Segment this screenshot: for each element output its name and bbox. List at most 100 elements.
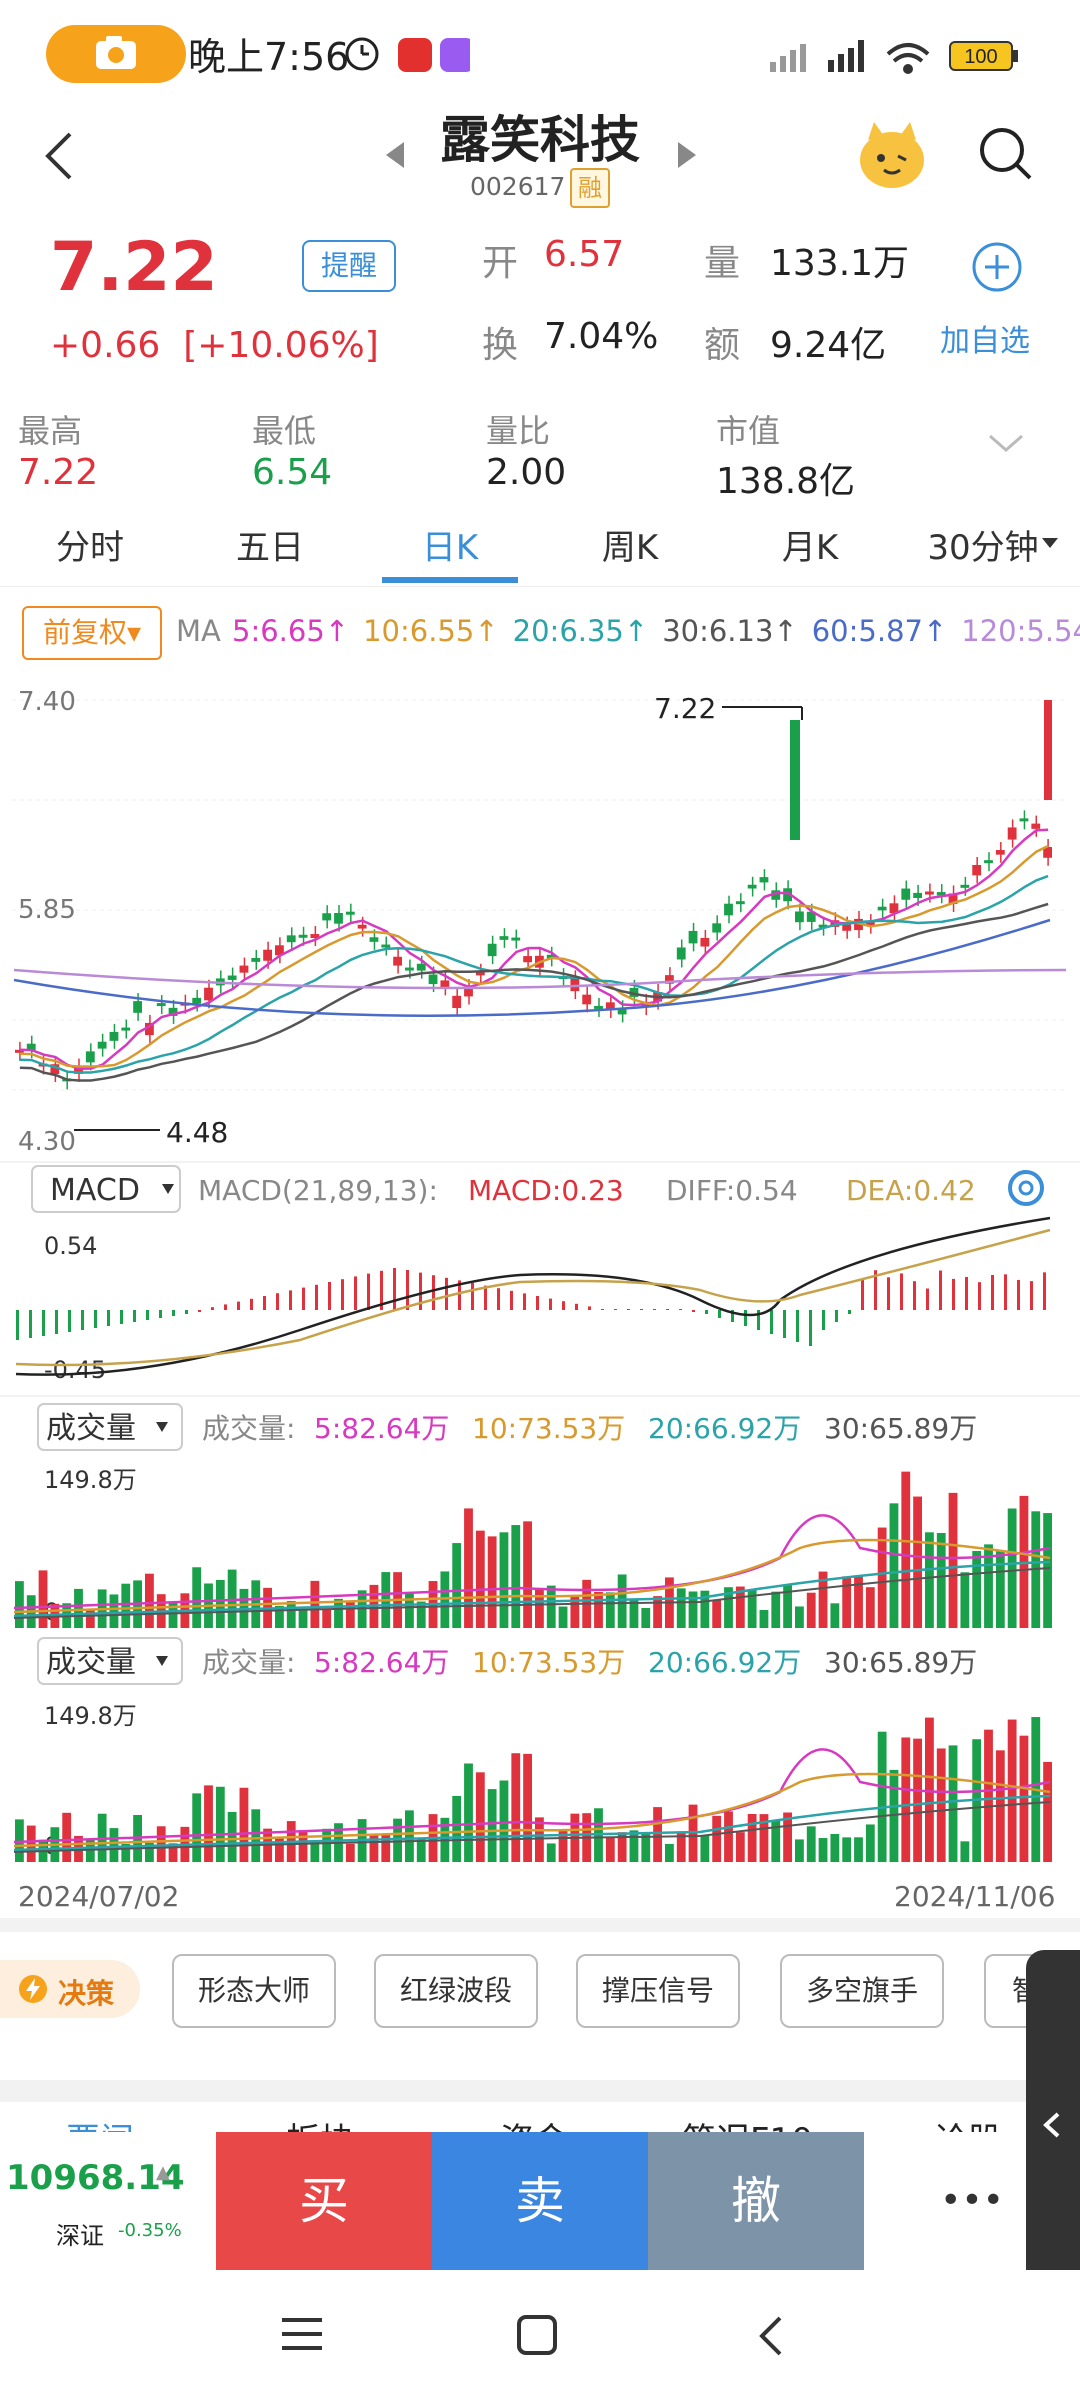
back-nav-icon[interactable] bbox=[756, 2314, 786, 2358]
status-time: 晚上7:56 bbox=[188, 35, 350, 79]
macd-bar bbox=[354, 1276, 357, 1310]
search-icon[interactable] bbox=[976, 124, 1036, 184]
side-drawer-handle[interactable] bbox=[1026, 1950, 1080, 2300]
buy-button[interactable]: 买 bbox=[216, 2132, 432, 2270]
candle-body bbox=[440, 980, 450, 988]
stock-code: 002617 bbox=[470, 172, 566, 201]
tab-intraday[interactable]: 分时 bbox=[56, 528, 124, 568]
macd-bar bbox=[263, 1296, 266, 1310]
macd-bar bbox=[68, 1310, 71, 1332]
add-favorite-button[interactable]: 加自选 bbox=[940, 324, 1030, 359]
tab-dropdown-icon[interactable] bbox=[1040, 536, 1060, 550]
candle-body bbox=[263, 949, 272, 961]
candle-body bbox=[665, 975, 674, 984]
ma-line bbox=[19, 828, 1049, 1071]
prev-stock-icon[interactable] bbox=[384, 140, 408, 170]
tab-funds[interactable]: 资金 bbox=[500, 2113, 568, 2135]
macd-bar bbox=[627, 1309, 630, 1310]
wifi-icon bbox=[886, 43, 930, 74]
macd-bar bbox=[1043, 1272, 1046, 1310]
stat-low-value: 6.54 bbox=[252, 452, 333, 493]
mascot-icon[interactable] bbox=[854, 118, 930, 192]
macd-dea: DEA:0.42 bbox=[846, 1174, 976, 1207]
svg-text:149.8万: 149.8万 bbox=[44, 1466, 137, 1494]
candle-body bbox=[1007, 827, 1017, 840]
charts-area[interactable]: 7.40 5.85 4.30 7.22 4.48 MACD MACD(21,89… bbox=[0, 670, 1080, 1920]
volume-bar bbox=[854, 1576, 863, 1628]
candle-body bbox=[156, 1003, 166, 1007]
tab-news[interactable]: 要闻 bbox=[66, 2113, 134, 2135]
tab-forum[interactable]: 论股 bbox=[934, 2113, 1002, 2135]
ma-line bbox=[19, 902, 1049, 1082]
svg-text:100: 100 bbox=[964, 46, 997, 68]
volume-bar bbox=[605, 1592, 615, 1628]
candle-body bbox=[913, 892, 922, 898]
tab-monthly-k[interactable]: 月K bbox=[781, 528, 839, 568]
status-app-icons bbox=[345, 37, 470, 72]
volume-bar bbox=[156, 1826, 166, 1862]
volume-bar bbox=[215, 1786, 225, 1862]
kline-max-label: 7.22 bbox=[654, 692, 716, 725]
screen-record-pill[interactable] bbox=[46, 25, 186, 83]
volume-bar bbox=[275, 1605, 284, 1628]
stock-title: 露笑科技 bbox=[440, 111, 640, 169]
volume-bar bbox=[523, 1753, 532, 1862]
chip-support-pressure[interactable]: 撑压信号 bbox=[576, 1954, 740, 2028]
chip-pattern-master[interactable]: 形态大师 bbox=[172, 1954, 336, 2028]
candle-body bbox=[1031, 823, 1041, 829]
volume-ma-line bbox=[13, 1538, 1051, 1614]
chip-long-short[interactable]: 多空旗手 bbox=[780, 1954, 944, 2028]
stat-high-value: 7.22 bbox=[18, 452, 99, 493]
decision-badge[interactable]: 决策 bbox=[0, 1960, 140, 2018]
status-right-icons: 100 bbox=[770, 40, 1018, 74]
amount-value: 9.24亿 bbox=[770, 325, 887, 366]
adjust-selector[interactable]: 前复权▾ bbox=[22, 606, 162, 660]
sell-button[interactable]: 卖 bbox=[432, 2132, 648, 2270]
volume-bar bbox=[334, 1598, 343, 1628]
candle-body bbox=[322, 913, 332, 921]
tab-five-day[interactable]: 五日 bbox=[236, 528, 304, 568]
volume-bar bbox=[546, 1585, 556, 1628]
volume-bar bbox=[984, 1544, 993, 1628]
tab-30min[interactable]: 30分钟 bbox=[927, 528, 1039, 568]
macd-bar bbox=[783, 1310, 786, 1338]
candle-body bbox=[511, 937, 521, 941]
volume-bar bbox=[345, 1843, 355, 1862]
candle-body bbox=[393, 956, 402, 966]
volume-bar bbox=[700, 1590, 710, 1628]
macd-bar bbox=[341, 1279, 344, 1310]
candle-body bbox=[960, 884, 970, 888]
alarm-icon bbox=[345, 37, 379, 71]
volume-bar bbox=[605, 1836, 615, 1862]
home-icon[interactable] bbox=[516, 2314, 558, 2356]
tab-sector[interactable]: 板块 bbox=[286, 2113, 354, 2135]
candle-body bbox=[605, 1002, 615, 1010]
tab-f10[interactable]: 简况F10 bbox=[682, 2113, 813, 2135]
remind-button[interactable]: 提醒 bbox=[302, 240, 396, 292]
add-fav-plus-icon[interactable] bbox=[970, 240, 1024, 294]
candle-body bbox=[948, 893, 958, 905]
current-price: 7.22 bbox=[50, 228, 218, 307]
volume-bar bbox=[653, 1807, 662, 1862]
next-stock-icon[interactable] bbox=[674, 140, 698, 170]
ma-line bbox=[19, 844, 1049, 1068]
volume-bar bbox=[960, 1572, 970, 1628]
tab-daily-k[interactable]: 日K bbox=[421, 528, 479, 568]
stat-mktcap-value: 138.8亿 bbox=[716, 461, 856, 502]
tab-weekly-k[interactable]: 周K bbox=[601, 528, 659, 568]
candle-body bbox=[842, 924, 852, 931]
svg-text:MACD: MACD bbox=[50, 1173, 140, 1208]
volume-bar bbox=[818, 1838, 828, 1862]
volume-bar bbox=[109, 1594, 119, 1628]
candle-body bbox=[239, 965, 249, 973]
volume-bar bbox=[416, 1601, 426, 1628]
expand-chevron-icon[interactable] bbox=[986, 430, 1026, 456]
index-quote[interactable]: 10968.14 ▲ 深证 -0.35% bbox=[0, 2132, 216, 2270]
cancel-order-button[interactable]: 撤 bbox=[648, 2132, 864, 2270]
back-arrow-icon[interactable] bbox=[40, 128, 80, 184]
volume-bar bbox=[865, 1824, 875, 1862]
menu-icon[interactable] bbox=[280, 2314, 324, 2354]
volume-bar bbox=[26, 1825, 36, 1862]
volume-bar bbox=[298, 1608, 308, 1628]
chip-red-green-band[interactable]: 红绿波段 bbox=[374, 1954, 538, 2028]
